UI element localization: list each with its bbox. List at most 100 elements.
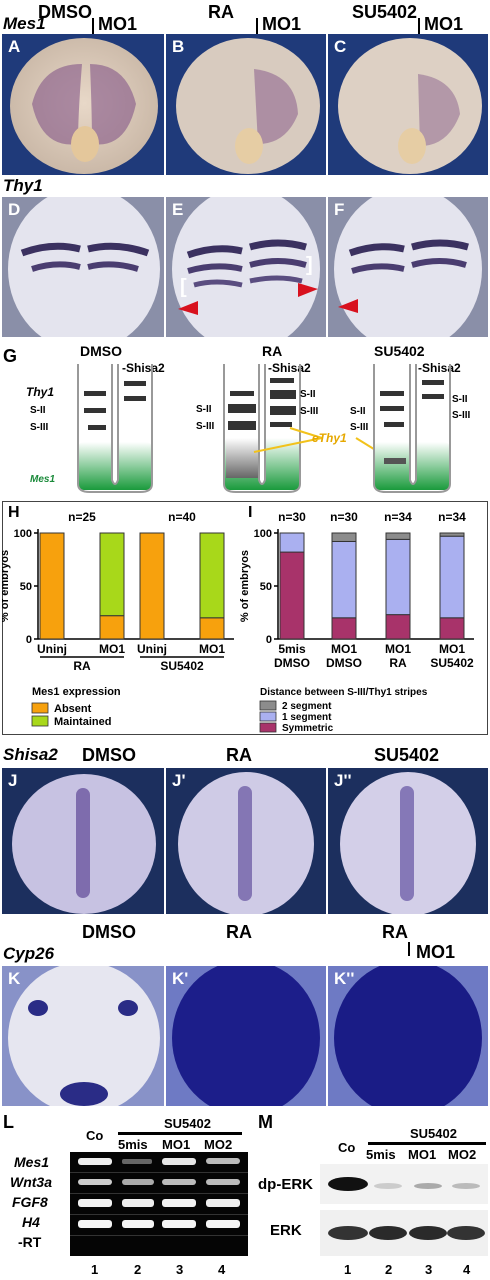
h-cat-label-2: Uninj [137, 642, 167, 656]
i-bar-3-symmetric [439, 617, 465, 640]
l-row-mes1: Mes1 [14, 1154, 50, 1170]
panel-label-f: F [334, 200, 345, 219]
g-cond-su: SU5402 [374, 343, 425, 359]
l-co-label: Co [86, 1128, 104, 1143]
panel-d-image: D [2, 197, 164, 337]
embryo-f [334, 197, 482, 337]
h-group-label-1: SU5402 [160, 659, 204, 673]
panel-k1-image: K' [166, 966, 326, 1106]
i-cat-bottom-2: RA [389, 656, 407, 670]
l-num-2: 2 [134, 1262, 142, 1277]
embryo-c [338, 38, 482, 174]
h-bar-0-absent [39, 532, 65, 640]
panel-label-d: D [8, 200, 21, 219]
l-num-4: 4 [218, 1262, 226, 1277]
panel-label-m: M [258, 1112, 273, 1132]
l-row-wnt3a: Wnt3a [10, 1174, 52, 1190]
h-legend-label-maintained: Maintained [54, 716, 111, 728]
embryo-a [10, 38, 158, 174]
i-bar-0-1-segment [279, 532, 305, 553]
panel-a-image: A [2, 34, 164, 175]
k-mo-label: MO1 [416, 942, 456, 962]
g-s2-su: S-II [350, 406, 366, 417]
embryo-e: [ ] [172, 197, 320, 337]
gene-label-thy1: Thy1 [3, 176, 43, 195]
divider-tick-a [92, 18, 94, 34]
h-group-label-0: RA [73, 659, 91, 673]
g-s3-su: S-III [350, 422, 369, 433]
panel-j1-image: J' [166, 768, 326, 914]
g-ethy1-label: eThy1 [312, 431, 347, 445]
g-s2-ra-right: S-II [300, 389, 316, 400]
i-n-label-2: n=34 [384, 510, 412, 524]
g-thy1-label: Thy1 [26, 385, 54, 399]
l-lane-mo2: MO2 [204, 1137, 233, 1152]
panel-label-j2: J'' [334, 771, 352, 790]
h-bar-3-absent [199, 617, 225, 640]
panel-label-l: L [3, 1112, 14, 1132]
panel-label-k: K [8, 969, 21, 988]
panel-k-image: K [2, 966, 164, 1106]
svg-text:[: [ [180, 276, 187, 298]
g-shisa-su: -Shisa2 [418, 361, 461, 375]
h-cat-label-1: MO1 [99, 642, 125, 656]
cond-label-ra: RA [208, 2, 234, 22]
i-legend-label-2-segment: 2 segment [282, 701, 332, 712]
i-bar-1-symmetric [331, 617, 357, 640]
m-num-1: 1 [344, 1262, 352, 1277]
i-bar-2-symmetric [385, 614, 411, 640]
cond-label-su5402: SU5402 [352, 2, 418, 22]
panel-j2-image: J'' [328, 768, 488, 914]
h-cat-label-3: MO1 [199, 642, 225, 656]
h-bar-2-absent [139, 532, 165, 640]
i-n-label-1: n=30 [330, 510, 358, 524]
j-cond-su: SU5402 [374, 745, 440, 765]
h-legend-swatch-absent [31, 702, 49, 714]
panel-label-c: C [334, 37, 347, 56]
panel-b-image: B [166, 34, 326, 175]
m-num-2: 2 [385, 1262, 393, 1277]
l-row-h4: H4 [22, 1214, 40, 1230]
h-legend-swatch-maintained [31, 715, 49, 727]
i-legend-label-1-segment: 1 segment [282, 712, 332, 723]
i-ytick-label-0: 0 [266, 634, 272, 646]
blot-m-image [320, 1164, 488, 1256]
m-num-4: 4 [463, 1262, 471, 1277]
i-legend-title: Distance between S-III/Thy1 stripes [260, 687, 428, 698]
h-bar-1-maintained [99, 532, 125, 617]
l-num-1: 1 [91, 1262, 99, 1277]
m-su-bar [368, 1142, 486, 1145]
l-num-3: 3 [176, 1262, 184, 1277]
k-cond-ra: RA [226, 922, 252, 942]
h-ylabel: % of embryos [2, 550, 11, 622]
l-su-label: SU5402 [164, 1116, 211, 1131]
i-n-label-0: n=30 [278, 510, 306, 524]
i-cat-top-1: MO1 [331, 642, 357, 656]
g-mes1-label: Mes1 [30, 474, 55, 485]
gene-label-shisa2: Shisa2 [3, 745, 58, 764]
h-n-label-0: n=25 [68, 510, 96, 524]
g-s3-dmso: S-III [30, 422, 49, 433]
l-su-bar [118, 1132, 242, 1135]
l-row-fgf8: FGF8 [12, 1194, 48, 1210]
g-s3-su-right: S-III [452, 410, 471, 421]
mo-label-c: MO1 [424, 14, 464, 34]
panel-label-j1: J' [172, 771, 186, 790]
m-row-dperk: dp-ERK [258, 1176, 313, 1193]
g-cond-ra: RA [262, 343, 282, 359]
i-legend-swatch-symmetric [259, 722, 277, 733]
g-s2-dmso: S-II [30, 405, 46, 416]
i-cat-bottom-3: SU5402 [430, 656, 474, 670]
h-bar-3-maintained [199, 532, 225, 619]
m-lane-mo1: MO1 [408, 1147, 437, 1162]
m-lane-mo2: MO2 [448, 1147, 477, 1162]
i-bar-3-2-segment [439, 532, 465, 537]
i-cat-top-2: MO1 [385, 642, 411, 656]
g-s2-su-right: S-II [452, 394, 468, 405]
i-ylabel: % of embryos [239, 550, 251, 622]
panel-label-g: G [3, 346, 18, 366]
i-cat-top-0: 5mis [278, 642, 306, 656]
i-panel-label: I [248, 504, 252, 521]
m-co-label: Co [338, 1140, 356, 1155]
